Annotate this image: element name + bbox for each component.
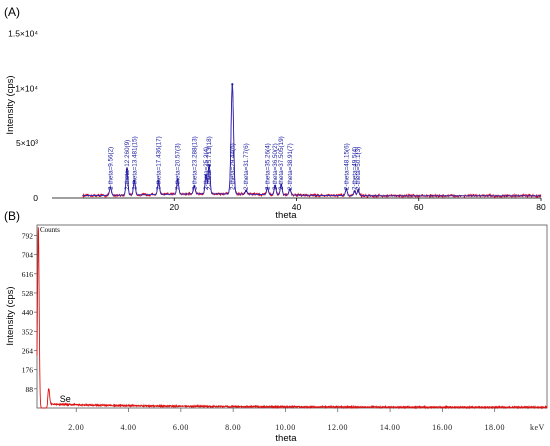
xrd-peak-label: 2-theta=23.288(13): [191, 136, 198, 190]
eds-x-ticks: 2.00 4.00 6.00 8.00 10.00 12.00 14.00 16.00 18.0…: [68, 408, 505, 432]
xrd-peak-label: 2-theta=25.713(18): [206, 136, 213, 190]
xrd-peak-label: 2-theta=20.57(3): [175, 143, 182, 190]
eds-y-tick-label: 616: [22, 270, 34, 279]
eds-y-tick-label: 528: [22, 289, 34, 298]
xrd-peak-marker: [204, 173, 208, 177]
xrd-peak-marker: [288, 188, 291, 191]
xrd-peak-label: 2-theta=36.50(2): [272, 143, 279, 190]
xrd-y-ticks: 0 5×10³ 1×10⁴ 1.5×10⁴: [8, 28, 38, 203]
eds-x-tick-label: 10.00: [275, 423, 296, 432]
eds-y-tick-label: 176: [22, 366, 34, 375]
xrd-fit-line: [82, 84, 541, 197]
eds-x-tick-label: 4.00: [121, 423, 137, 432]
xrd-panel: (A) 20 40 60 80 0 5×10³ 1×10⁴ 1.5×10⁴ 2-theta=…: [4, 5, 546, 221]
xrd-peak-label: 2-theta=31.77(6): [243, 143, 250, 190]
eds-corner-label: Counts: [40, 226, 60, 234]
xrd-peak-label: 2-theta=49.5(4): [352, 147, 359, 190]
eds-panel: (B) 2.00 4.00 6.00 8.00 10.00 12.00 14.00 16.00…: [4, 209, 548, 444]
xrd-peak-marker: [280, 183, 283, 187]
xrd-x-tick-label: 60: [414, 202, 424, 212]
xrd-y-tick-label: 1.5×10⁴: [8, 28, 38, 38]
xrd-y-tick-label: 1×10⁴: [15, 83, 38, 93]
xrd-peak-marker: [109, 186, 112, 189]
eds-y-axis-label: Intensity (cps): [5, 286, 16, 345]
xrd-peak-label: 2-theta=29.44(6): [229, 143, 236, 190]
xrd-peak-marker: [176, 178, 179, 181]
eds-y-tick-label: 264: [22, 346, 34, 355]
xrd-peak-marker: [157, 180, 160, 183]
eds-x-tick-label: 6.00: [173, 423, 189, 432]
eds-x-axis-label: theta: [275, 433, 297, 444]
eds-y-tick-label: 352: [22, 327, 34, 336]
eds-x-tick-label: 16.00: [432, 423, 453, 432]
xrd-x-tick-label: 40: [292, 202, 302, 212]
xrd-peak-marker: [357, 189, 360, 192]
xrd-peak-labels: 2-theta=9.56(2) 2-theta=12.260(9) 2-theta=…: [107, 83, 362, 193]
xrd-peak-label: 2-theta=37.505(19): [278, 136, 285, 190]
xrd-x-axis-label: theta: [275, 210, 297, 221]
xrd-peak-label: 2-theta=38.91(7): [287, 143, 294, 190]
xrd-series: [82, 84, 542, 199]
eds-y-ticks: 88 176 264 352 440 528 616 704 792: [22, 231, 37, 394]
xrd-peak-label: 2-theta=13.481(15): [131, 136, 138, 190]
eds-y-tick-label: 440: [22, 308, 34, 317]
xrd-x-tick-label: 80: [536, 202, 546, 212]
xrd-y-axis-label: Intensity (cps): [5, 75, 16, 134]
eds-y-tick-label: 88: [26, 385, 34, 394]
xrd-peak-label: 2-theta=9.56(2): [107, 147, 114, 190]
xrd-y-tick-label: 0: [33, 193, 38, 203]
xrd-peak-marker: [353, 190, 356, 193]
eds-annotation-se: Se: [60, 394, 71, 404]
eds-x-tick-label: 14.00: [380, 423, 401, 432]
eds-x-tick-label: 8.00: [225, 423, 241, 432]
xrd-peak-label: 2-theta=35.26(4): [265, 143, 272, 190]
xrd-x-ticks: 20 40 60 80: [170, 198, 546, 212]
xrd-peak-marker: [345, 187, 348, 191]
eds-x-tick-label: 2.00: [68, 423, 84, 432]
eds-spectrum-line: [36, 227, 548, 410]
eds-x-unit-label: keV: [530, 423, 545, 432]
xrd-peak-marker: [231, 83, 234, 86]
xrd-peak-label: 2-theta=12.260(9): [124, 140, 131, 190]
eds-x-tick-label: 18.00: [484, 423, 505, 432]
xrd-peak-marker: [274, 184, 277, 188]
xrd-peak-marker: [133, 179, 136, 182]
xrd-peak-marker: [266, 186, 269, 190]
panel-a-label: (A): [4, 5, 20, 19]
xrd-peak-label: 2-theta=50.1(3): [355, 147, 362, 190]
eds-y-tick-label: 792: [22, 231, 34, 240]
xrd-peak-marker: [208, 164, 211, 167]
xrd-y-tick-label: 5×10³: [16, 138, 38, 148]
panel-b-label: (B): [4, 209, 20, 223]
xrd-peak-label: 2-theta=17.436(17): [156, 136, 163, 190]
eds-series: [36, 227, 548, 410]
eds-x-tick-label: 12.00: [328, 423, 349, 432]
xrd-peak-marker: [245, 189, 248, 192]
xrd-x-tick-label: 20: [170, 202, 180, 212]
xrd-peak-label: 2-theta=25.2(4): [203, 147, 210, 190]
xrd-peak-marker: [193, 185, 196, 188]
xrd-peak-marker: [125, 168, 129, 171]
eds-y-tick-label: 704: [22, 251, 34, 260]
xrd-peak-label: 2-theta=48.15(6): [343, 143, 350, 190]
